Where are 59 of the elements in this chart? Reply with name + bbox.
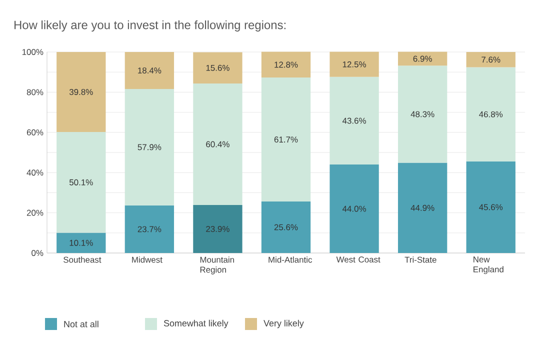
bar: [193, 204, 242, 253]
y-tick-label: 0%: [32, 250, 44, 256]
bar: [56, 52, 106, 132]
bar: [261, 78, 311, 202]
data-label: 61.7%: [274, 136, 298, 143]
data-label: 15.6%: [206, 64, 230, 71]
legend-label: Not at all: [64, 320, 98, 328]
chart-title: How likely are you to invest in the following regions:: [14, 20, 286, 32]
legend-label: Somewhat likely: [164, 320, 228, 328]
data-label: 6.9%: [413, 56, 432, 62]
data-label: 60.4%: [206, 141, 230, 148]
bar: [56, 232, 106, 253]
bar: [466, 67, 516, 162]
bar: [261, 202, 311, 253]
y-tick-label: 40%: [26, 170, 44, 176]
bar: [124, 88, 174, 206]
data-label: 45.6%: [479, 204, 503, 210]
data-label: 44.0%: [342, 206, 366, 212]
y-tick-label: 80%: [26, 89, 44, 96]
bar: [398, 66, 448, 163]
x-tick-label: New England: [474, 256, 504, 274]
data-label: 23.7%: [138, 226, 162, 232]
bar: [330, 52, 379, 77]
data-label: 25.6%: [274, 224, 298, 230]
data-label: 57.9%: [138, 144, 162, 150]
legend-label: Very likely: [264, 320, 304, 328]
data-label: 50.1%: [69, 179, 93, 186]
x-tick-label: Southeast: [64, 256, 102, 263]
data-label: 23.9%: [206, 226, 230, 232]
bar: [124, 52, 174, 89]
y-tick-label: 20%: [26, 210, 44, 216]
bar: [466, 52, 516, 68]
data-label: 46.8%: [479, 111, 503, 118]
bar: [56, 132, 106, 233]
bar: [398, 52, 448, 66]
data-label: 12.8%: [274, 62, 298, 68]
y-tick-label: 100%: [22, 49, 44, 55]
x-tick-label: Tri-State: [404, 256, 436, 263]
x-tick-label: West Coast: [336, 256, 380, 263]
data-label: 44.9%: [410, 204, 434, 211]
data-label: 48.3%: [410, 111, 434, 118]
x-tick-label: Midwest: [132, 256, 162, 263]
bar: [193, 52, 242, 84]
y-tick-label: 60%: [26, 129, 44, 136]
data-label: 12.5%: [342, 61, 366, 68]
data-label: 43.6%: [342, 118, 366, 124]
bar: [330, 76, 379, 165]
bar: [398, 162, 448, 253]
data-label: 10.1%: [70, 240, 93, 246]
x-tick-label: Mid-Atlantic: [268, 256, 312, 263]
bar: [466, 161, 516, 253]
data-label: 7.6%: [482, 56, 500, 63]
bar: [261, 52, 311, 78]
bar: [193, 84, 242, 205]
x-tick-label: Mountain Region: [200, 256, 234, 274]
data-label: 39.8%: [69, 89, 93, 95]
bar: [124, 205, 174, 253]
bar: [330, 164, 379, 253]
data-label: 18.4%: [138, 68, 162, 74]
